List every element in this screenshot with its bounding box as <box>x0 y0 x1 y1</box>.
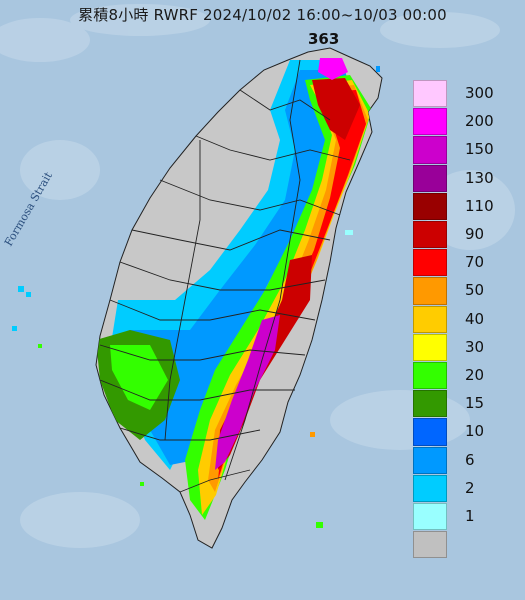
legend-label: 110 <box>465 196 494 215</box>
legend-swatch <box>413 390 447 418</box>
legend-label: 200 <box>465 112 494 131</box>
legend-label: 40 <box>465 309 485 328</box>
legend-swatch <box>413 362 447 390</box>
legend-label: 150 <box>465 140 494 159</box>
legend-label: 90 <box>465 225 485 243</box>
map-title: 累積8小時 RWRF 2024/10/02 16:00~10/03 00:00 <box>78 6 447 24</box>
legend-swatch <box>413 108 447 136</box>
legend-swatch <box>413 277 447 305</box>
legend-swatch <box>413 333 447 362</box>
legend-label: 10 <box>465 422 485 441</box>
offshore-cells <box>12 66 380 528</box>
legend-label: 130 <box>465 168 494 187</box>
legend-label: 50 <box>465 281 485 300</box>
max-value-label: 363 <box>308 30 340 48</box>
legend-swatch <box>413 249 447 277</box>
legend-label: 6 <box>465 450 475 469</box>
legend-label: 30 <box>465 337 485 356</box>
legend-label: 2 <box>465 478 475 497</box>
legend-swatch <box>413 164 447 192</box>
legend-swatch <box>413 221 447 249</box>
legend-swatch <box>413 136 447 164</box>
legend-swatch <box>413 474 447 503</box>
legend-swatch <box>413 192 447 221</box>
legend-swatch <box>413 80 447 108</box>
county-borders <box>99 59 351 493</box>
legend-swatch <box>413 305 447 333</box>
legend-label: 15 <box>465 394 485 413</box>
legend-swatch <box>413 531 447 559</box>
legend-label: 1 <box>465 507 475 525</box>
legend-swatch <box>413 503 447 531</box>
legend-label: 70 <box>465 253 485 272</box>
legend-label: 300 <box>465 84 494 102</box>
legend-label: 20 <box>465 366 485 384</box>
legend-swatch <box>413 446 447 474</box>
legend-swatch <box>413 418 447 446</box>
